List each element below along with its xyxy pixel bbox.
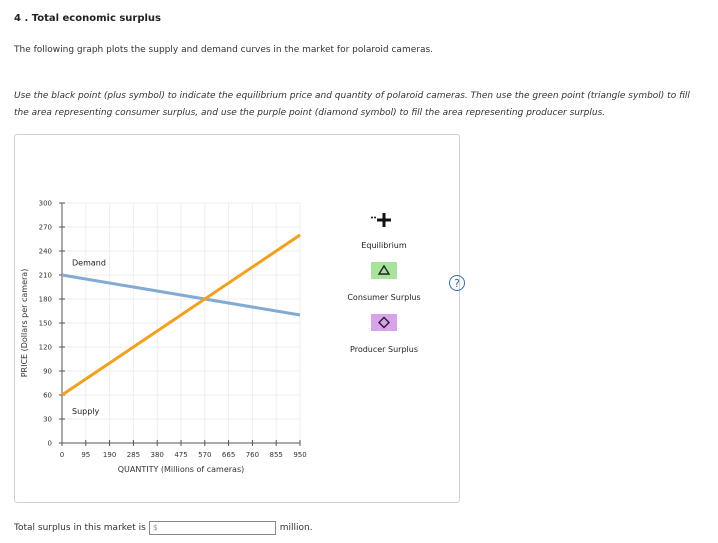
supply-demand-chart[interactable]: 0 95 190 285 380 475 570 665 760 855 950 0 30 60 90 120… (15, 135, 459, 502)
y-tick-label: 120 (39, 344, 52, 352)
answer-suffix: million. (279, 523, 313, 533)
y-tick-label: 30 (43, 416, 52, 424)
x-tick-label: 570 (198, 451, 211, 459)
question-title: 4 . Total economic surplus (14, 13, 162, 24)
y-tick-label: 180 (39, 296, 52, 304)
plus-icon[interactable] (371, 213, 391, 227)
question-instructions: Use the black point (plus symbol) to ind… (14, 91, 690, 118)
question-intro: The following graph plots the supply and… (14, 45, 434, 55)
equilibrium-label: Equilibrium (361, 241, 407, 250)
chart-grid (62, 202, 301, 443)
x-tick-label: 665 (222, 451, 235, 459)
y-tick-label: 300 (39, 200, 52, 208)
y-tick-label: 150 (39, 320, 52, 328)
triangle-icon (377, 264, 391, 275)
x-tick-label: 950 (293, 451, 306, 459)
help-icon[interactable]: ? (449, 275, 465, 291)
plus-icon-dot (371, 216, 373, 219)
x-tick-label: 855 (270, 451, 283, 459)
demand-curve-label: Demand (72, 258, 106, 267)
y-tick-label: 240 (39, 248, 52, 256)
y-tick-label: 210 (39, 272, 52, 280)
producer-surplus-label: Producer Surplus (350, 345, 418, 354)
diamond-icon (378, 316, 390, 329)
chart-curves (61, 233, 301, 397)
consumer-surplus-swatch[interactable] (371, 262, 397, 279)
supply-curve[interactable] (61, 233, 301, 397)
x-tick-label: 0 (60, 451, 64, 459)
answer-row: Total surplus in this market is $ millio… (14, 521, 313, 535)
x-tick-label: 95 (81, 451, 90, 459)
y-tick-label: 60 (43, 392, 52, 400)
demand-curve[interactable] (61, 273, 301, 317)
equilibrium-tool[interactable]: Equilibrium (361, 213, 407, 250)
answer-prefix: Total surplus in this market is (14, 523, 146, 533)
x-tick-label: 285 (127, 451, 140, 459)
consumer-surplus-tool[interactable]: Consumer Surplus (347, 262, 421, 302)
x-tick-label: 190 (103, 451, 116, 459)
x-tick-label: 475 (174, 451, 187, 459)
supply-curve-label: Supply (72, 407, 100, 416)
plus-icon-dot (374, 216, 376, 219)
y-tick-label: 0 (48, 440, 52, 448)
y-axis-title: PRICE (Dollars per camera) (20, 269, 29, 378)
x-tick-label: 760 (246, 451, 259, 459)
producer-surplus-tool[interactable]: Producer Surplus (350, 314, 418, 354)
y-tick-label: 90 (43, 368, 52, 376)
x-axis-title: QUANTITY (Millions of cameras) (118, 465, 245, 474)
y-tick-label: 270 (39, 224, 52, 232)
total-surplus-input[interactable]: $ (148, 521, 276, 535)
graph-panel: 0 95 190 285 380 475 570 665 760 855 950 0 30 60 90 120… (14, 134, 465, 503)
producer-surplus-swatch[interactable] (371, 314, 397, 331)
consumer-surplus-label: Consumer Surplus (347, 293, 420, 302)
x-tick-label: 380 (151, 451, 164, 459)
chart-ticks: 0 95 190 285 380 475 570 665 760 855 950 0 30 60 90 120… (39, 200, 307, 460)
